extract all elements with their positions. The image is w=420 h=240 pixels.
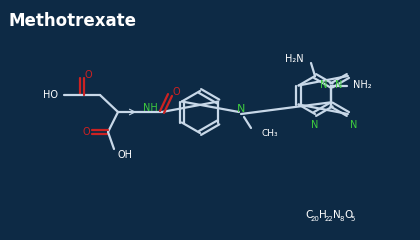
Text: O: O bbox=[344, 210, 352, 220]
Text: 20: 20 bbox=[311, 216, 320, 222]
Text: O: O bbox=[82, 127, 90, 137]
Text: 5: 5 bbox=[350, 216, 354, 222]
Text: N: N bbox=[336, 80, 343, 90]
Text: O: O bbox=[84, 70, 92, 80]
Text: HO: HO bbox=[43, 90, 58, 100]
Text: C: C bbox=[305, 210, 312, 220]
Text: H: H bbox=[319, 210, 327, 220]
Text: CH₃: CH₃ bbox=[262, 130, 278, 138]
Text: N: N bbox=[237, 104, 245, 114]
Text: N: N bbox=[350, 120, 357, 130]
Text: N: N bbox=[333, 210, 341, 220]
Text: O: O bbox=[172, 87, 180, 97]
Text: NH: NH bbox=[143, 103, 158, 113]
Text: 8: 8 bbox=[339, 216, 344, 222]
Text: 22: 22 bbox=[325, 216, 334, 222]
Text: H₂N: H₂N bbox=[285, 54, 304, 64]
Text: OH: OH bbox=[118, 150, 133, 160]
Text: NH₂: NH₂ bbox=[354, 80, 372, 90]
Text: N: N bbox=[320, 80, 328, 90]
Text: N: N bbox=[311, 120, 319, 130]
Text: Methotrexate: Methotrexate bbox=[8, 12, 136, 30]
